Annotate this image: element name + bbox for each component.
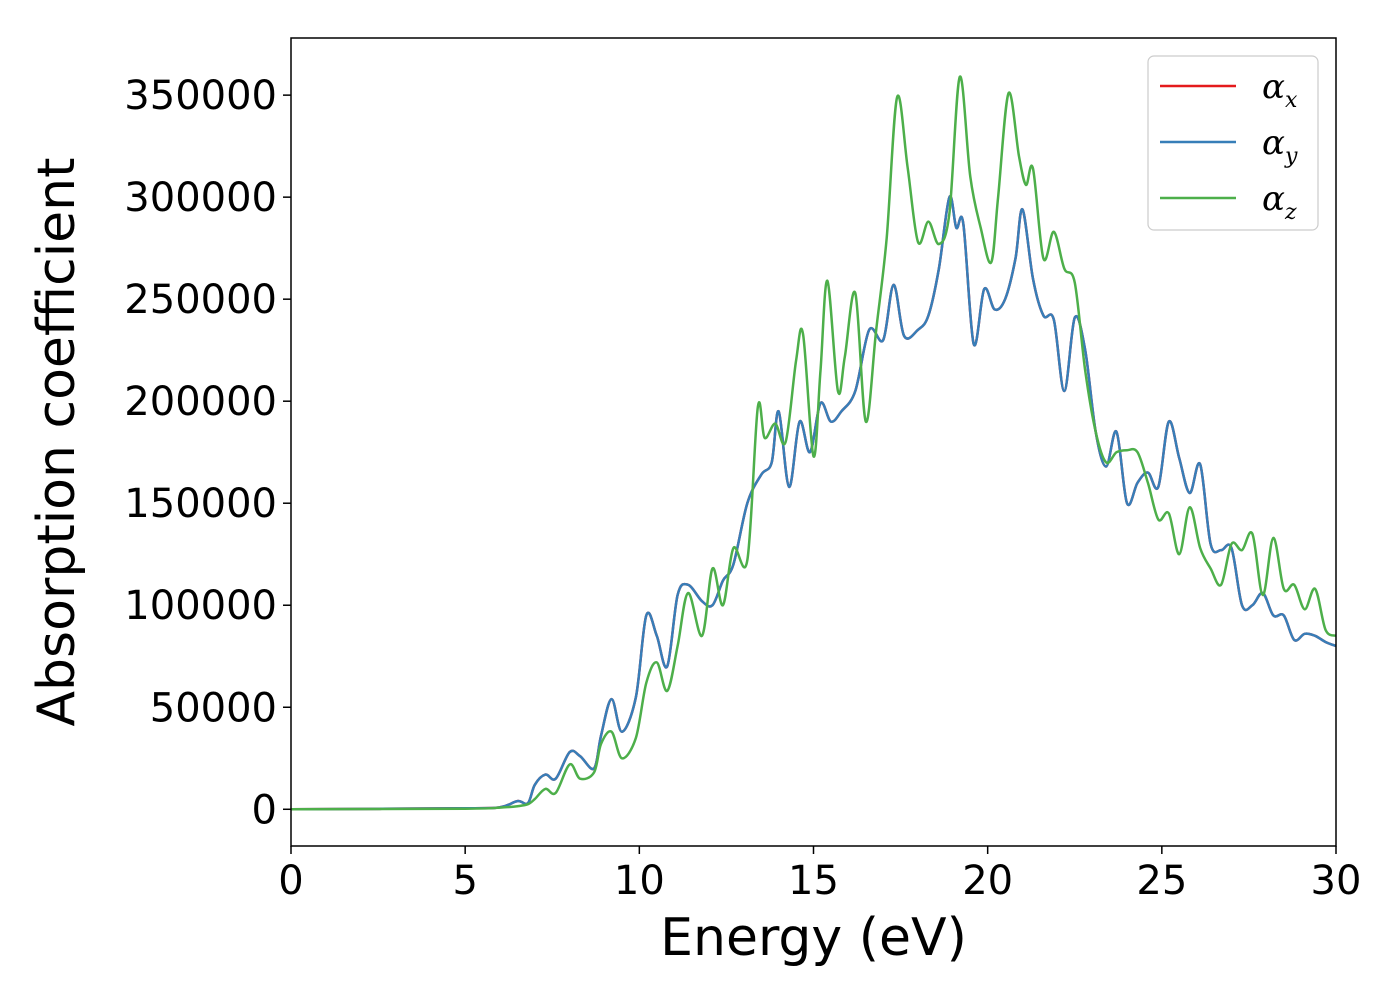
- legend: αx αy αz: [1147, 55, 1319, 231]
- y-tick-label: 150000: [124, 481, 277, 527]
- series-line-y: [291, 195, 1336, 811]
- x-axis: 0 5 10 15 20 25 30: [278, 846, 1361, 904]
- series-line-z: [291, 75, 1336, 811]
- y-tick-label: 200000: [124, 379, 277, 425]
- y-axis: 0 50000 100000 150000 200000 250000 300000 3500…: [124, 73, 291, 833]
- y-tick-label: 0: [252, 787, 277, 833]
- x-tick-label: 30: [1311, 858, 1362, 904]
- x-tick-label: 0: [278, 858, 303, 904]
- y-tick-label: 300000: [124, 175, 277, 221]
- x-tick-label: 15: [788, 858, 839, 904]
- x-tick-label: 20: [962, 858, 1013, 904]
- series-line-x: [291, 195, 1336, 811]
- y-tick-label: 250000: [124, 277, 277, 323]
- legend-label-x: αx: [1262, 67, 1298, 113]
- x-tick-label: 10: [614, 858, 665, 904]
- legend-label-y: αy: [1262, 123, 1298, 169]
- series-layer: [291, 75, 1336, 811]
- x-tick-label: 5: [452, 858, 477, 904]
- legend-label-z: αz: [1262, 179, 1297, 225]
- y-tick-label: 350000: [124, 73, 277, 119]
- y-tick-label: 50000: [150, 685, 277, 731]
- x-axis-title: Energy (eV): [660, 908, 967, 968]
- y-axis-title: Absorption coefficient: [27, 157, 87, 726]
- x-tick-label: 25: [1136, 858, 1187, 904]
- y-tick-label: 100000: [124, 583, 277, 629]
